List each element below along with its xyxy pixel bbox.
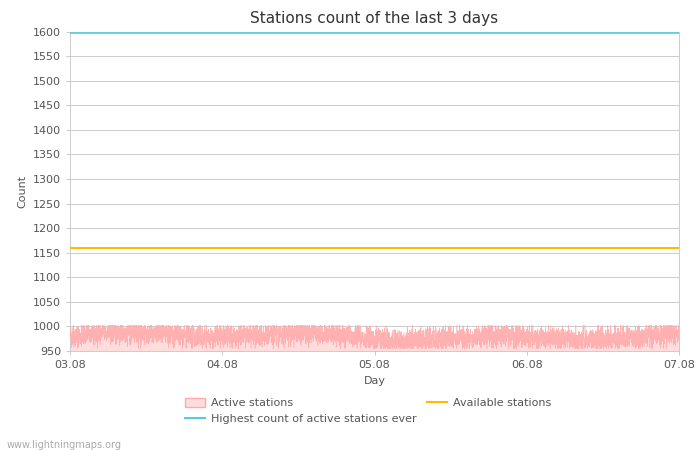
Legend: Active stations, Highest count of active stations ever, Available stations: Active stations, Highest count of active… (186, 398, 552, 424)
Text: www.lightningmaps.org: www.lightningmaps.org (7, 440, 122, 450)
Title: Stations count of the last 3 days: Stations count of the last 3 days (251, 11, 498, 26)
X-axis label: Day: Day (363, 376, 386, 386)
Y-axis label: Count: Count (18, 175, 27, 208)
